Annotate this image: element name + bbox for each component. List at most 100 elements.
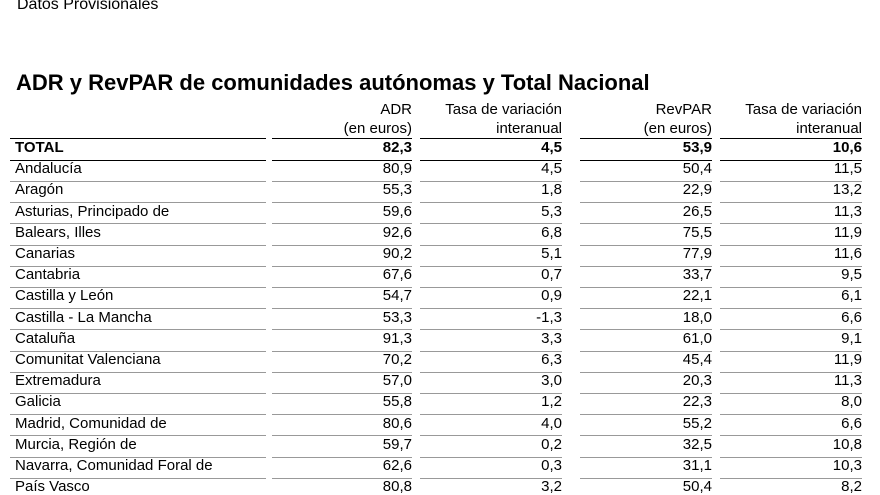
- row-rule: [420, 202, 562, 204]
- row-rule: [720, 371, 862, 373]
- title: ADR y RevPAR de comunidades autónomas y …: [16, 70, 650, 95]
- row-rule: [10, 414, 266, 416]
- cell-value: 50,4: [682, 478, 712, 495]
- row-rule: [10, 392, 266, 394]
- column-header: Tasa de variación: [745, 101, 862, 118]
- row-rule: [420, 180, 562, 182]
- row-rule: [720, 308, 862, 310]
- row-rule: [420, 456, 562, 458]
- row-rule: [272, 202, 412, 204]
- row-label: Castilla - La Mancha: [15, 308, 152, 326]
- cell-value: 70,2: [382, 351, 412, 368]
- cell-value: 1,2: [541, 393, 562, 411]
- cell-value: 4,0: [541, 414, 562, 432]
- row-rule: [580, 286, 712, 288]
- cell-value: 18,0: [682, 308, 712, 326]
- row-rule: [420, 244, 562, 246]
- row-rule: [272, 159, 412, 161]
- row-rule: [10, 371, 266, 373]
- column-header: interanual: [496, 120, 562, 137]
- row-rule: [420, 435, 562, 437]
- cell-value: 11,3: [833, 202, 862, 220]
- column-header: (en euros): [343, 120, 412, 137]
- row-label: Cantabria: [15, 266, 81, 284]
- row-label: TOTAL: [15, 139, 64, 156]
- cell-value: 26,5: [682, 202, 712, 220]
- cell-value: 54,7: [382, 287, 412, 305]
- row-rule: [720, 202, 862, 204]
- cell-value: 3,0: [541, 372, 562, 390]
- cell-value: 33,7: [682, 266, 712, 284]
- row-rule: [580, 477, 712, 479]
- column-header: (en euros): [643, 120, 712, 137]
- row-rule: [580, 223, 712, 225]
- row-rule: [10, 244, 266, 246]
- row-rule: [10, 159, 266, 161]
- cell-value: 3,3: [541, 329, 562, 347]
- cell-value: 4,5: [541, 160, 562, 178]
- cell-value: 11,5: [833, 160, 862, 178]
- row-rule: [580, 308, 712, 310]
- row-rule: [10, 456, 266, 458]
- cell-value: 10,6: [832, 139, 862, 156]
- cell-value: 62,6: [382, 457, 412, 474]
- cell-value: 59,7: [382, 435, 412, 453]
- column-header: interanual: [796, 120, 862, 137]
- row-rule: [580, 244, 712, 246]
- row-rule: [272, 286, 412, 288]
- row-label: Murcia, Región de: [15, 435, 137, 453]
- row-rule: [720, 265, 862, 267]
- row-rule: [580, 159, 712, 161]
- cell-value: 11,6: [833, 245, 862, 262]
- cell-value: 0,9: [541, 287, 562, 305]
- column-header: RevPAR: [655, 101, 712, 118]
- row-rule: [580, 371, 712, 373]
- cell-value: 82,3: [382, 139, 412, 156]
- header-rule: [10, 138, 266, 139]
- row-rule: [720, 392, 862, 394]
- row-rule: [420, 414, 562, 416]
- row-rule: [10, 286, 266, 288]
- row-rule: [580, 329, 712, 331]
- cell-value: 6,6: [841, 414, 862, 432]
- cell-value: 32,5: [682, 435, 712, 453]
- row-rule: [272, 350, 412, 352]
- cell-value: 67,6: [382, 266, 412, 284]
- row-rule: [272, 477, 412, 479]
- header-rule: [272, 138, 412, 139]
- cell-value: 55,2: [682, 414, 712, 432]
- row-rule: [272, 435, 412, 437]
- cell-value: 90,2: [382, 245, 412, 262]
- cell-value: 75,5: [682, 223, 712, 241]
- row-rule: [272, 392, 412, 394]
- row-rule: [10, 329, 266, 331]
- row-rule: [720, 286, 862, 288]
- row-rule: [10, 223, 266, 225]
- row-rule: [272, 180, 412, 182]
- row-label: Navarra, Comunidad Foral de: [15, 457, 213, 474]
- row-rule: [420, 265, 562, 267]
- cell-value: 1,8: [541, 181, 562, 199]
- cell-value: 11,9: [833, 351, 862, 368]
- row-rule: [420, 223, 562, 225]
- row-rule: [10, 350, 266, 352]
- cell-value: 80,9: [382, 160, 412, 178]
- cell-value: 3,2: [541, 478, 562, 495]
- cell-value: 22,3: [682, 393, 712, 411]
- cell-value: 22,1: [682, 287, 712, 305]
- row-label: Cataluña: [15, 329, 76, 347]
- row-rule: [420, 159, 562, 161]
- row-rule: [420, 329, 562, 331]
- cell-value: -1,3: [536, 308, 562, 326]
- row-rule: [720, 244, 862, 246]
- cell-value: 6,3: [541, 351, 562, 368]
- row-label: Comunitat Valenciana: [15, 351, 161, 368]
- column-header: ADR: [380, 101, 412, 118]
- row-rule: [272, 456, 412, 458]
- header-rule: [580, 138, 712, 139]
- cell-value: 13,2: [832, 181, 862, 199]
- cell-value: 9,5: [841, 266, 862, 284]
- row-rule: [10, 202, 266, 204]
- row-rule: [580, 435, 712, 437]
- row-label: Balears, Illes: [15, 223, 101, 241]
